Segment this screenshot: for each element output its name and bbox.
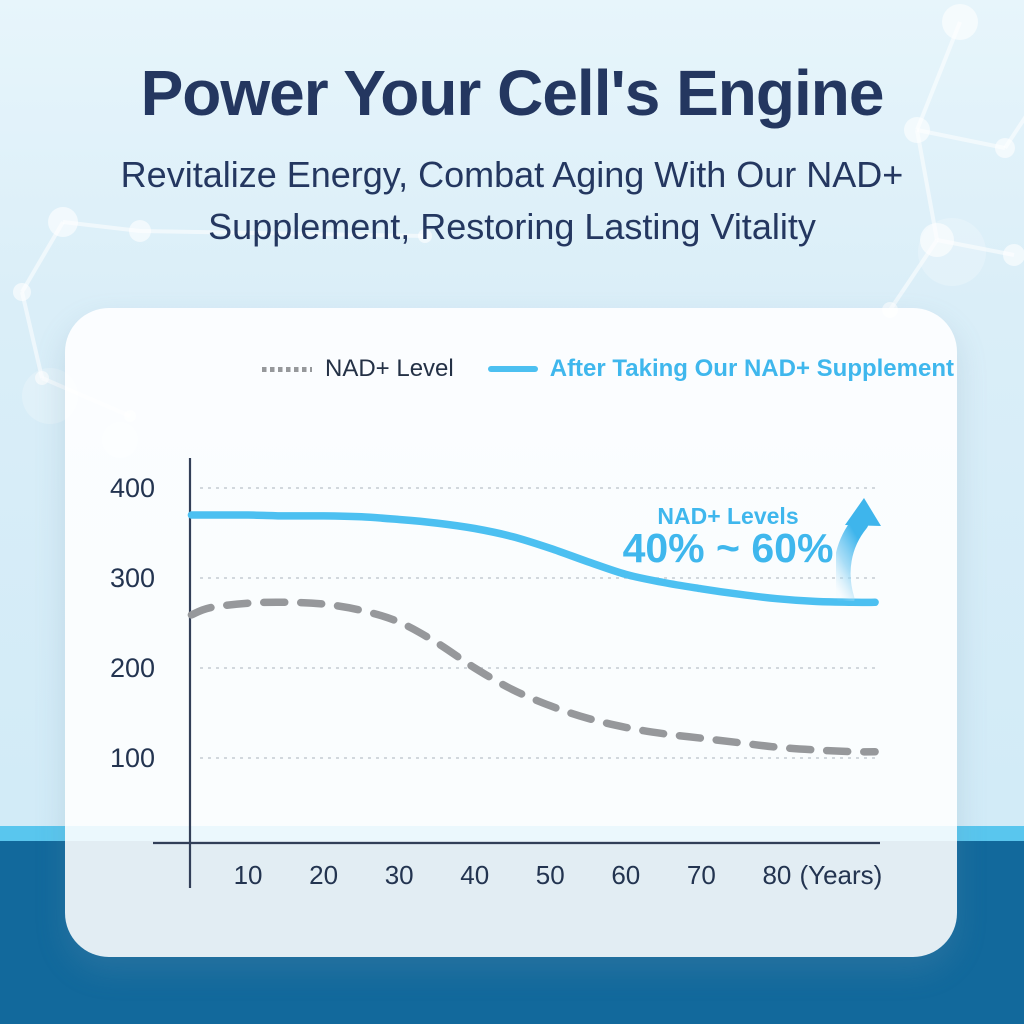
page-subtitle-line2: Supplement, Restoring Lasting Vitality xyxy=(208,206,816,247)
up-arrow-icon xyxy=(836,498,881,601)
page-title: Power Your Cell's Engine xyxy=(140,57,885,129)
solid-line-legend-marker xyxy=(487,366,538,372)
chart-legend: NAD+ Level After Taking Our NAD+ Supplem… xyxy=(262,352,954,386)
dotted-line-legend-marker xyxy=(262,366,312,372)
page-subtitle: Revitalize Energy, Combat Aging With Our… xyxy=(0,149,1024,253)
annotation-percentage-value: 40% ~ 60% xyxy=(622,525,834,571)
legend-label-supplement: After Taking Our NAD+ Supplement xyxy=(549,355,954,382)
page-subtitle-line1: Revitalize Energy, Combat Aging With Our… xyxy=(120,154,904,195)
chart-card xyxy=(65,308,957,957)
legend-label-nad-level: NAD+ Level xyxy=(325,355,454,382)
